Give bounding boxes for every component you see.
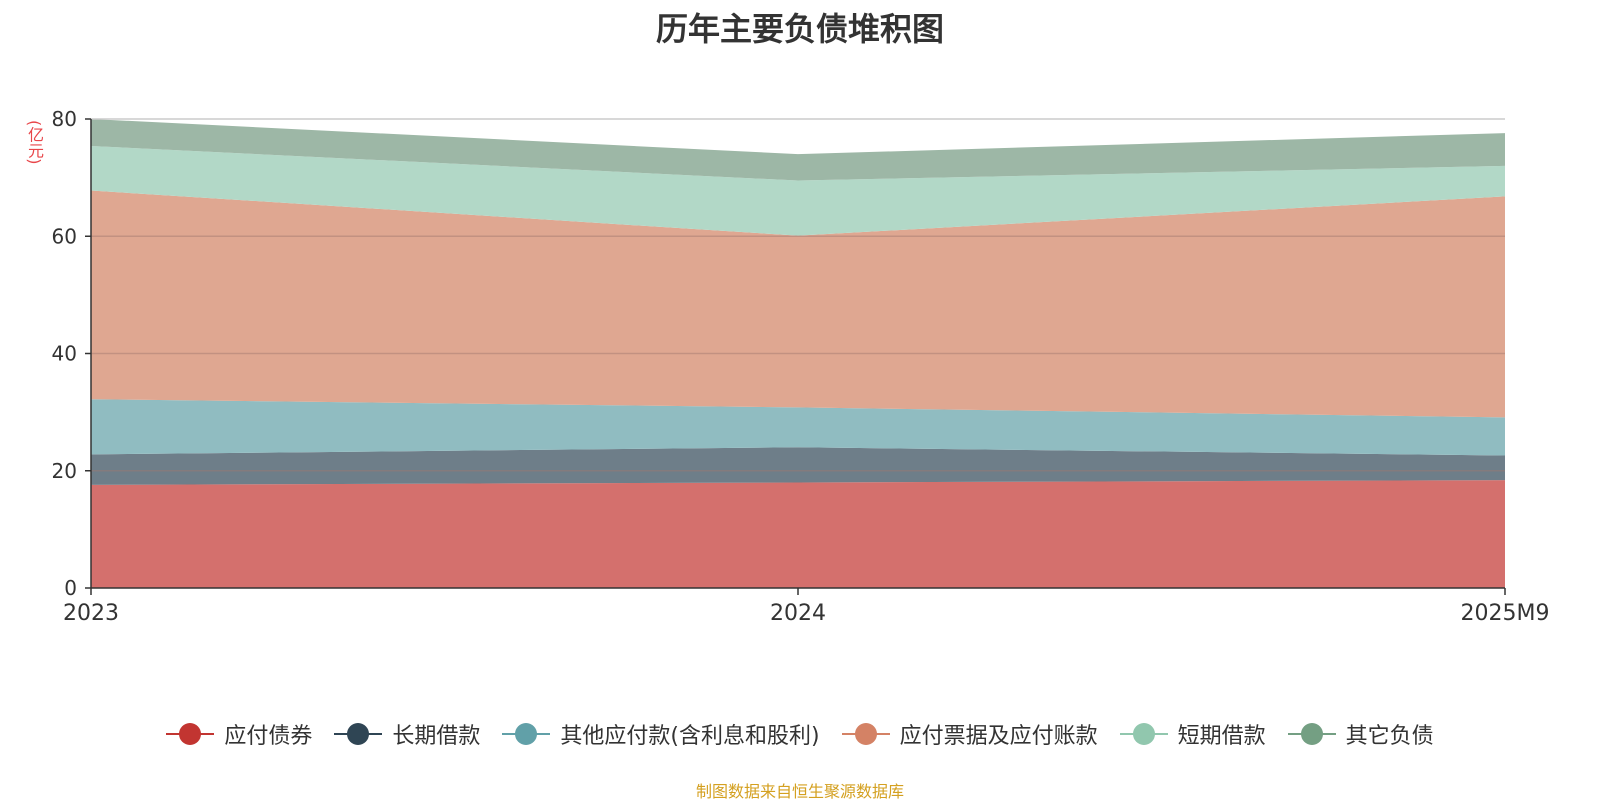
y-tick-label: 20 — [52, 459, 77, 483]
legend-marker-icon — [166, 722, 215, 746]
y-tick-label: 0 — [64, 576, 77, 600]
legend-item[interactable]: 应付票据及应付账款 — [841, 718, 1098, 750]
y-tick-label: 60 — [52, 224, 77, 248]
legend-item[interactable]: 应付债券 — [166, 718, 312, 750]
legend-item[interactable]: 其它负债 — [1287, 718, 1434, 750]
x-tick-label: 2024 — [770, 601, 826, 626]
legend-item[interactable]: 长期借款 — [334, 718, 480, 750]
legend-marker-icon — [502, 722, 551, 746]
area-series-1 — [91, 480, 1505, 588]
legend-label: 其它负债 — [1345, 724, 1434, 749]
x-tick-label: 2025M9 — [1461, 601, 1550, 626]
legend-label: 应付债券 — [224, 724, 313, 749]
area-series-2 — [91, 447, 1505, 485]
legend-label: 其他应付款(含利息和股利) — [560, 724, 820, 749]
area-series-4 — [91, 190, 1505, 418]
legend-marker-icon — [841, 722, 890, 746]
legend-label: 长期借款 — [392, 724, 481, 749]
legend-label: 应付票据及应付账款 — [899, 724, 1098, 749]
area-series-5 — [91, 145, 1505, 236]
y-axis-unit-label: (亿元) — [25, 120, 44, 165]
x-tick-label: 2023 — [63, 601, 119, 626]
legend-label: 短期借款 — [1177, 724, 1266, 749]
area-series-6 — [91, 119, 1505, 181]
chart-legend: 应付债券 长期借款 其他应付款(含利息和股利) 应付票据及应付账款 短期借款 其它负债 — [0, 718, 1600, 750]
area-series-3 — [91, 399, 1505, 456]
legend-item[interactable]: 其他应付款(含利息和股利) — [502, 718, 820, 750]
legend-item[interactable]: 短期借款 — [1119, 718, 1266, 750]
legend-marker-icon — [1287, 722, 1336, 746]
legend-marker-icon — [1119, 722, 1168, 746]
y-tick-label: 80 — [52, 107, 77, 131]
chart-title: 历年主要负债堆积图 — [655, 10, 944, 48]
legend-marker-icon — [334, 722, 383, 746]
stacked-area-chart: 0 20 40 60 80 2023 2024 2025M9 — [52, 107, 1550, 626]
y-tick-label: 40 — [52, 342, 77, 366]
data-source-note: 制图数据来自恒生聚源数据库 — [695, 782, 904, 801]
